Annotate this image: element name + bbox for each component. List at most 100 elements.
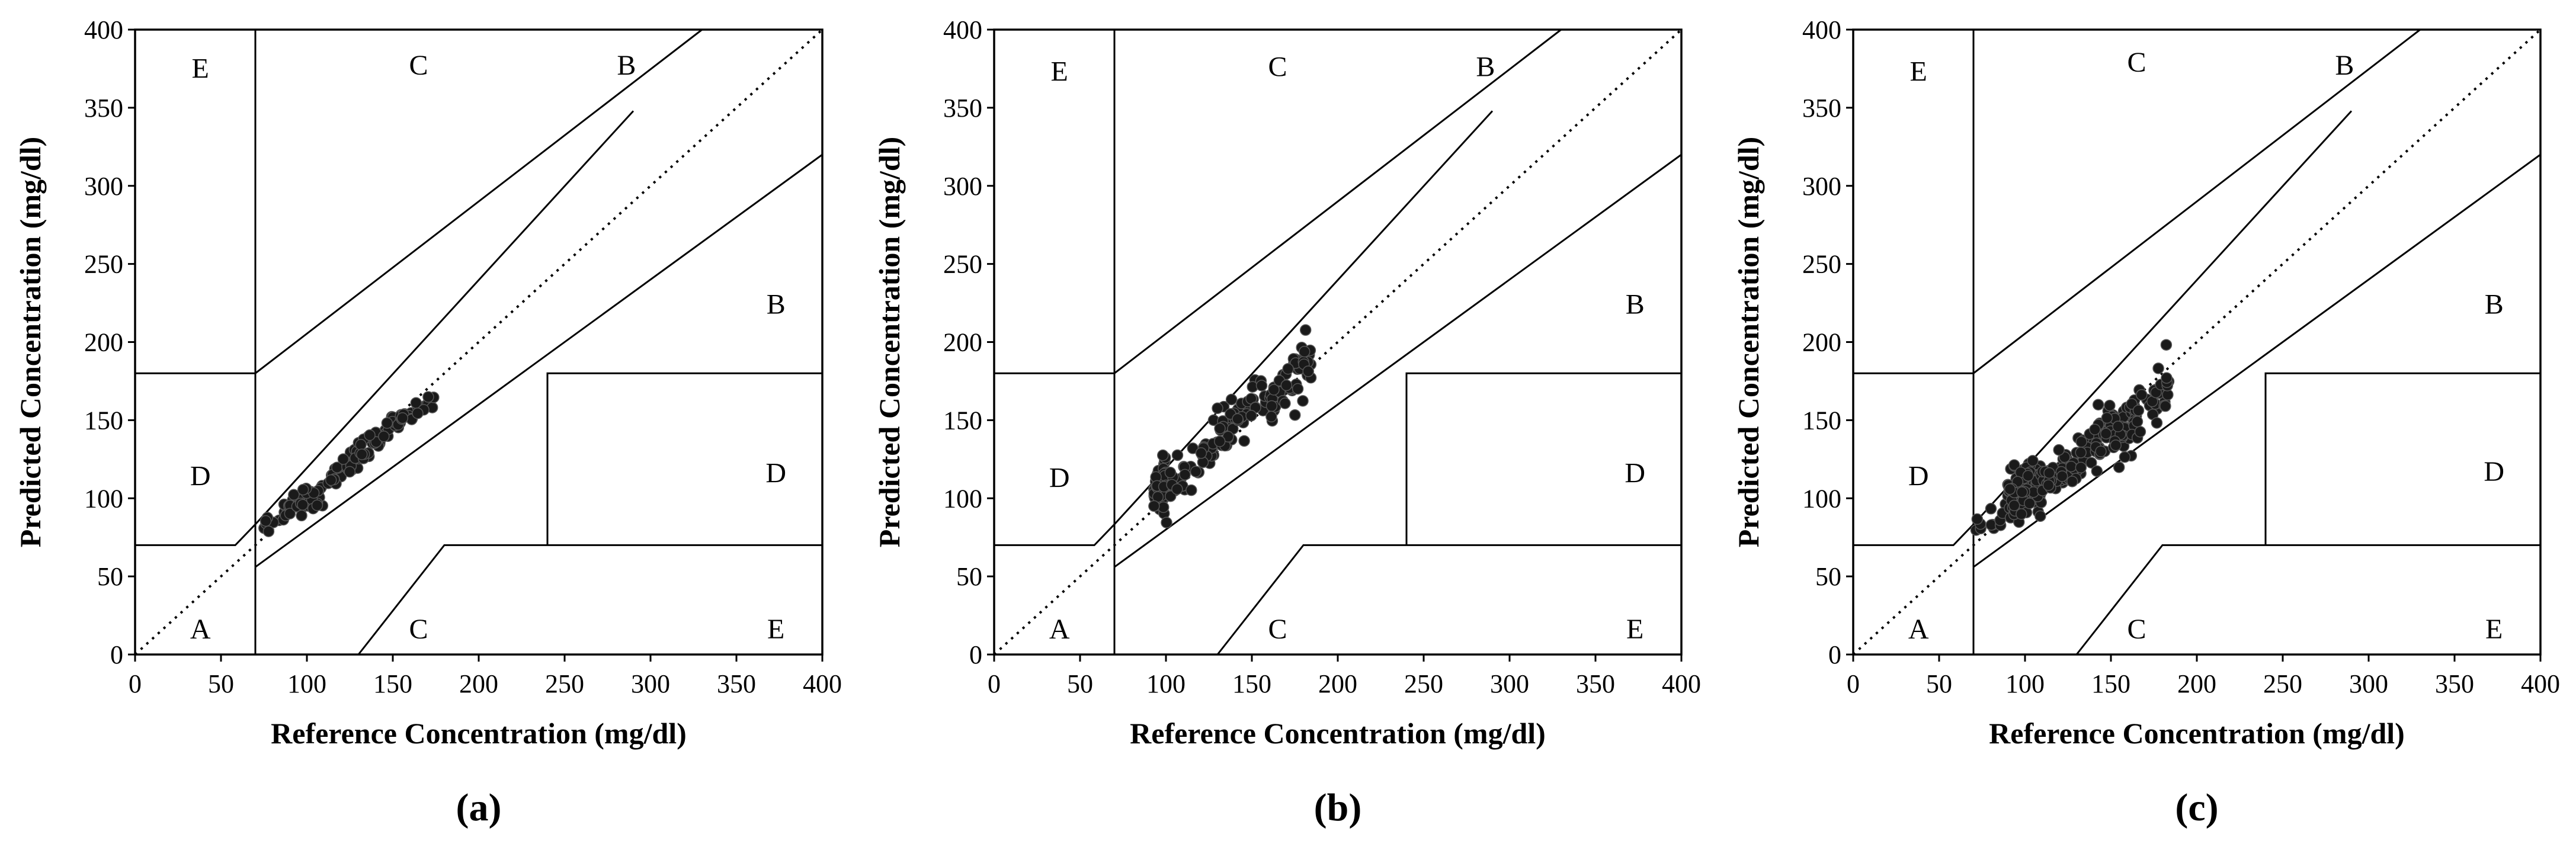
- zone-label: E: [1910, 56, 1927, 88]
- data-point: [1265, 410, 1277, 423]
- data-point: [1148, 500, 1160, 512]
- zone-boundary-7: [1405, 372, 1681, 546]
- x-tick-label: 200: [459, 669, 498, 698]
- y-tick-label: 0: [110, 640, 123, 669]
- y-tick-label: 250: [84, 250, 123, 279]
- data-point: [1238, 435, 1250, 447]
- data-point: [344, 466, 355, 478]
- x-tick-label: 200: [2177, 669, 2216, 698]
- data-point: [2101, 412, 2113, 424]
- zone-label: D: [190, 461, 211, 492]
- data-point: [1157, 501, 1170, 514]
- y-axis-title: Predicted Concentration (mg/dl): [14, 137, 47, 547]
- data-point: [396, 412, 409, 424]
- zone-boundary-0: [994, 524, 1116, 546]
- data-point: [2160, 400, 2171, 412]
- zone-label: B: [1476, 52, 1495, 83]
- y-tick-label: 200: [943, 328, 982, 357]
- data-point: [1297, 395, 1309, 407]
- data-point: [2100, 428, 2112, 439]
- data-point: [2022, 470, 2034, 482]
- zone-label: D: [1908, 461, 1929, 492]
- data-point: [2161, 372, 2173, 384]
- data-point: [1299, 324, 1312, 336]
- x-tick-label: 0: [129, 669, 142, 698]
- zone-boundary-3: [1853, 28, 2421, 374]
- zone-boundary-6: [1216, 544, 1681, 655]
- x-tick-label: 350: [2435, 669, 2474, 698]
- data-point: [288, 489, 300, 501]
- data-point: [2113, 461, 2125, 473]
- y-tick-label: 400: [1802, 15, 1841, 44]
- x-tick-label: 100: [2005, 669, 2045, 698]
- data-point: [2092, 399, 2104, 411]
- x-tick-label: 0: [1847, 669, 1860, 698]
- data-point: [2056, 470, 2068, 482]
- data-point: [337, 453, 350, 465]
- zone-label: B: [2485, 289, 2504, 320]
- data-point: [2160, 339, 2173, 351]
- zone-label: B: [617, 50, 636, 81]
- data-point: [2053, 444, 2065, 456]
- data-point: [2004, 483, 2016, 495]
- data-point: [1157, 449, 1169, 461]
- x-axis-title: Reference Concentration (mg/dl): [1130, 717, 1546, 750]
- data-point: [1190, 466, 1202, 477]
- y-tick-label: 350: [84, 94, 123, 123]
- x-tick-label: 50: [1926, 669, 1952, 698]
- data-point: [2075, 436, 2087, 448]
- data-point: [1268, 384, 1280, 396]
- chart-panel-a: 0 50 100 150 200 250 300 350 400 0 50 100 150 200 250 3…: [14, 15, 842, 829]
- data-point: [2065, 460, 2077, 473]
- x-tick-label: 350: [1576, 669, 1615, 698]
- y-tick-label: 50: [1815, 562, 1841, 591]
- data-point: [355, 448, 368, 460]
- identity-line: [1852, 28, 2542, 656]
- data-point: [1265, 400, 1278, 412]
- data-point: [1171, 483, 1183, 495]
- zone-label: C: [409, 614, 428, 645]
- data-point: [2136, 389, 2148, 401]
- data-point: [1171, 449, 1184, 461]
- chart-panel-c: 0 50 100 150 200 250 300 350 400 0 50 100 150 200 250 3…: [1732, 15, 2560, 829]
- data-point: [2066, 476, 2078, 487]
- data-point: [2085, 457, 2097, 469]
- data-point: [2023, 498, 2036, 509]
- x-tick-label: 250: [545, 669, 584, 698]
- data-point: [1245, 410, 1257, 422]
- data-point: [1212, 402, 1223, 415]
- x-tick-label: 150: [1232, 669, 1271, 698]
- data-point: [262, 525, 275, 537]
- y-tick-label: 100: [943, 484, 982, 513]
- data-point: [2131, 415, 2144, 428]
- x-tick-label: 50: [1067, 669, 1093, 698]
- y-tick-label: 200: [84, 328, 123, 357]
- zone-label: A: [1049, 614, 1070, 645]
- data-point: [1279, 397, 1291, 409]
- data-point: [412, 408, 424, 419]
- zone-label: C: [1268, 614, 1287, 645]
- zone-boundary-6: [2075, 544, 2540, 655]
- zone-label: E: [192, 53, 209, 84]
- y-axis-title: Predicted Concentration (mg/dl): [873, 137, 906, 547]
- y-tick-label: 150: [84, 406, 123, 435]
- zone-label: E: [1626, 614, 1643, 645]
- zone-label: E: [2485, 614, 2503, 645]
- x-tick-label: 150: [373, 669, 412, 698]
- data-point: [2034, 510, 2046, 522]
- data-point: [1255, 380, 1268, 392]
- data-point: [284, 508, 296, 519]
- panel-caption: (a): [456, 786, 502, 829]
- x-tick-label: 350: [717, 669, 756, 698]
- data-point: [2016, 508, 2027, 520]
- data-point: [2075, 461, 2087, 474]
- zone-boundary-7: [546, 372, 822, 546]
- y-tick-label: 250: [943, 250, 982, 279]
- data-point: [1292, 383, 1304, 395]
- zone-label: B: [2335, 50, 2354, 81]
- data-point: [2016, 486, 2028, 498]
- y-tick-label: 300: [1802, 172, 1841, 201]
- zone-boundary-2: [1973, 153, 2541, 568]
- x-tick-label: 300: [1490, 669, 1529, 698]
- y-tick-label: 350: [1802, 94, 1841, 123]
